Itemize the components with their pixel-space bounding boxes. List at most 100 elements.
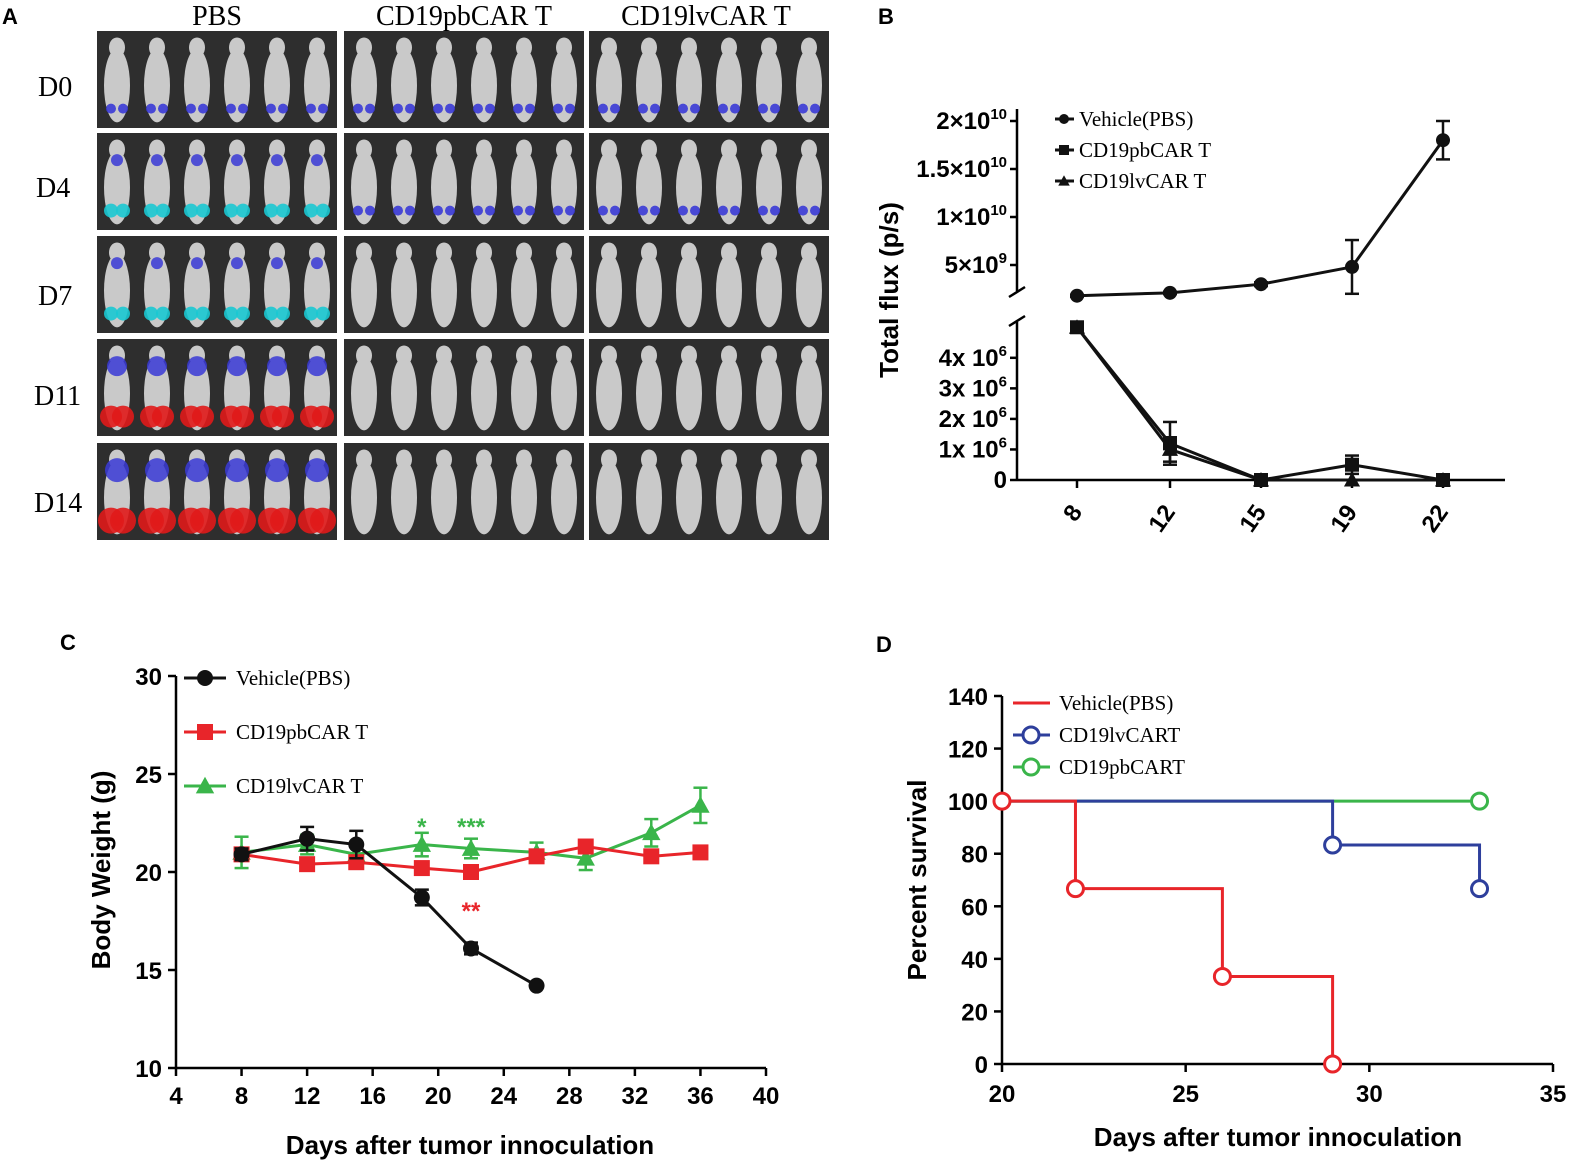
- b-series-line: [1075, 326, 1443, 482]
- mouse-body: [676, 460, 702, 535]
- mouse-head: [721, 449, 737, 470]
- signal-spot: [156, 203, 170, 218]
- mouse-head: [721, 139, 737, 160]
- imaging-cell: [589, 339, 829, 436]
- b-y-tick-label-exponent: 10: [990, 202, 1007, 219]
- imaging-cell-bg: [97, 339, 337, 436]
- mouse-head: [476, 37, 492, 58]
- mouse-head: [109, 139, 125, 160]
- panel-letter-c: C: [60, 630, 76, 655]
- mouse-head: [149, 242, 165, 263]
- b-marker: [1163, 285, 1177, 300]
- mouse-body: [716, 460, 742, 535]
- mouse-head: [229, 139, 245, 160]
- mouse-head: [681, 242, 697, 263]
- imaging-cell: [97, 31, 337, 128]
- c-marker: [412, 835, 432, 852]
- d-y-tick-label: 100: [948, 789, 988, 816]
- signal-spot: [111, 154, 123, 167]
- signal-spot: [198, 103, 208, 114]
- group-label-pbcar: CD19pbCAR T: [376, 1, 552, 32]
- signal-spot: [513, 103, 523, 114]
- day-label-d7: D7: [38, 281, 72, 312]
- b-y-tick-label: 1×1010: [936, 202, 1007, 231]
- b-axis-break-mark: [1008, 314, 1026, 328]
- c-marker: [463, 940, 479, 957]
- signal-spot: [186, 103, 196, 114]
- mouse-head: [269, 37, 285, 58]
- mouse-body: [471, 356, 497, 431]
- signal-spot: [271, 257, 283, 270]
- signal-spot: [473, 103, 483, 114]
- imaging-cell: [97, 236, 337, 333]
- c-marker: [461, 839, 481, 856]
- signal-spot: [196, 306, 210, 321]
- signal-spot: [718, 103, 728, 114]
- c-legend-label: Vehicle(PBS): [236, 666, 350, 690]
- mouse-head: [721, 37, 737, 58]
- signal-spot: [525, 103, 535, 114]
- signal-spot: [758, 205, 768, 216]
- imaging-cell-bg: [589, 236, 829, 333]
- panel-letter-a: A: [2, 4, 18, 29]
- b-y-tick-label: 5×109: [945, 250, 1007, 279]
- imaging-cell: [344, 236, 584, 333]
- mouse-head: [476, 345, 492, 366]
- signal-spot: [304, 203, 318, 218]
- signal-spot: [107, 356, 127, 377]
- b-y-tick-label-exponent: 6: [999, 434, 1007, 451]
- mouse-body: [796, 356, 822, 431]
- mouse-body: [431, 356, 457, 431]
- signal-spot: [445, 205, 455, 216]
- signal-spot: [106, 103, 116, 114]
- mouse-head: [189, 242, 205, 263]
- signal-spot: [185, 458, 209, 483]
- c-x-tick-label: 8: [235, 1083, 248, 1110]
- c-x-tick-label: 32: [622, 1083, 649, 1110]
- d-legend-label: CD19lvCART: [1059, 723, 1180, 747]
- signal-spot: [730, 205, 740, 216]
- signal-spot: [150, 507, 176, 534]
- mouse-head: [189, 139, 205, 160]
- signal-spot: [116, 203, 130, 218]
- signal-spot: [650, 205, 660, 216]
- b-x-tick-label: 22: [1416, 500, 1453, 537]
- b-axis-break-mark: [1008, 285, 1026, 299]
- mouse-head: [149, 139, 165, 160]
- d-x-tick-label: 25: [1172, 1081, 1199, 1108]
- c-x-axis-title: Days after tumor innoculation: [286, 1130, 654, 1160]
- mouse-head: [476, 242, 492, 263]
- panel-d-survival: Percent survival Days after tumor innocu…: [902, 684, 1566, 1152]
- mouse-body: [551, 356, 577, 431]
- signal-spot: [405, 205, 415, 216]
- c-x-tick-label: 36: [687, 1083, 714, 1110]
- panel-a-imaging: PBS CD19pbCAR T CD19lvCAR T D0 D4 D7 D11…: [34, 1, 829, 540]
- imaging-cell-bg: [589, 339, 829, 436]
- mouse-body: [391, 253, 417, 328]
- panel-letter-d: D: [876, 632, 892, 657]
- imaging-cell-bg: [589, 133, 829, 230]
- imaging-cell: [344, 133, 584, 230]
- c-significance-label: *: [417, 814, 427, 841]
- imaging-cell-bg: [97, 133, 337, 230]
- b-legend-label: CD19pbCAR T: [1079, 138, 1211, 162]
- signal-spot: [405, 103, 415, 114]
- signal-spot: [272, 405, 294, 428]
- mouse-body: [596, 253, 622, 328]
- d-y-tick-label: 20: [961, 999, 988, 1026]
- mouse-head: [801, 345, 817, 366]
- c-legend: Vehicle(PBS) CD19pbCAR T CD19lvCAR T: [184, 666, 368, 798]
- day-label-d0: D0: [38, 72, 72, 103]
- mouse-head: [149, 37, 165, 58]
- mouse-head: [556, 139, 572, 160]
- signal-spot: [798, 205, 808, 216]
- signal-spot: [553, 205, 563, 216]
- signal-spot: [311, 257, 323, 270]
- mouse-body: [796, 460, 822, 535]
- imaging-cell: [97, 133, 337, 230]
- signal-spot: [638, 205, 648, 216]
- signal-spot: [144, 306, 158, 321]
- signal-spot-core: [312, 515, 322, 526]
- mouse-head: [516, 242, 532, 263]
- mouse-head: [356, 139, 372, 160]
